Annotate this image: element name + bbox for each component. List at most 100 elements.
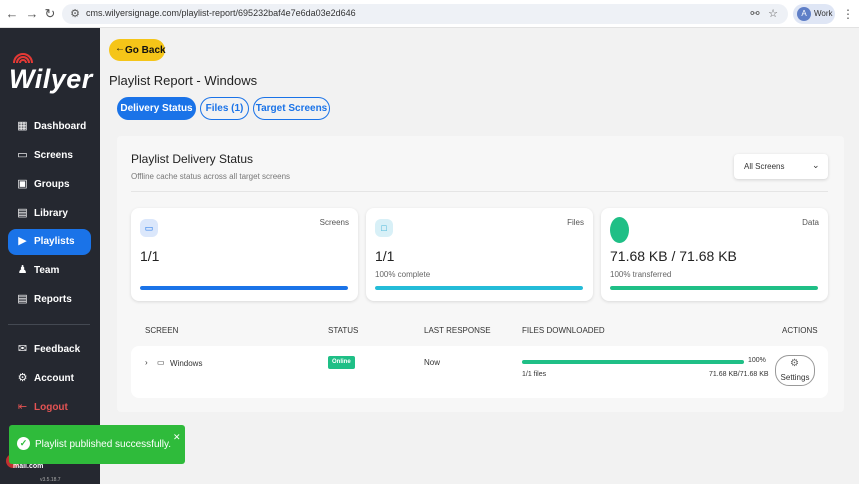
site-info-icon[interactable]: ⚙	[70, 8, 80, 20]
data-transferred: 71.68 KB/71.68 KB	[709, 371, 769, 378]
logout-icon: ⇤	[17, 401, 28, 413]
download-progress-bar	[522, 360, 744, 364]
last-response: Now	[424, 358, 441, 367]
settings-label: Settings	[780, 373, 810, 382]
user-email: mail.com	[13, 463, 44, 470]
card-value: 1/1	[375, 248, 395, 264]
monitor-icon: ▭	[17, 149, 28, 161]
signal-arc-icon	[13, 53, 33, 64]
screen-name[interactable]: Windows	[170, 359, 203, 368]
sidebar-item-label: Screens	[34, 150, 73, 161]
wilyer-logo[interactable]: Wilyer	[8, 50, 94, 94]
card-subtext: 100% complete	[375, 270, 431, 279]
gear-icon: ⚙	[17, 372, 28, 384]
sidebar-divider	[8, 324, 90, 325]
column-header-status: STATUS	[328, 326, 359, 335]
sidebar-item-label: Logout	[34, 402, 68, 413]
sidebar-item-feedback[interactable]: ✉ Feedback	[8, 337, 91, 363]
sidebar-item-library[interactable]: ▤ Library	[8, 201, 91, 227]
progress-bar	[375, 286, 583, 290]
check-circle-icon: ✓	[17, 437, 30, 450]
key-icon[interactable]: ⚯	[750, 8, 760, 20]
sidebar-item-label: Dashboard	[34, 121, 87, 132]
sidebar-item-dashboard[interactable]: ▦ Dashboard	[8, 114, 91, 140]
sidebar-item-logout[interactable]: ⇤ Logout	[8, 395, 91, 421]
grid-icon: ▣	[17, 178, 28, 190]
address-bar[interactable]: ⚙ cms.wilyersignage.com/playlist-report/…	[62, 4, 788, 24]
playlist-icon: ▶	[18, 235, 27, 247]
files-count: 1/1 files	[522, 371, 547, 378]
progress-fill	[375, 286, 583, 290]
sidebar-item-label: Feedback	[34, 344, 81, 355]
tab-target-screens[interactable]: Target Screens	[253, 97, 330, 120]
card-value: 71.68 KB / 71.68 KB	[610, 248, 737, 264]
monitor-icon: ▭	[157, 358, 165, 367]
go-back-button[interactable]: ← Go Back	[109, 39, 166, 61]
chevron-down-icon: ⌄	[812, 160, 820, 170]
sidebar-item-label: Library	[34, 208, 68, 219]
url-text[interactable]: cms.wilyersignage.com/playlist-report/69…	[86, 8, 356, 18]
settings-button[interactable]: ⚙ Settings	[775, 355, 815, 386]
close-icon[interactable]: ✕	[173, 432, 181, 442]
column-header-actions: ACTIONS	[782, 326, 818, 335]
sidebar-item-label: Playlists	[34, 236, 75, 247]
panel-divider	[131, 191, 828, 192]
toast-message: Playlist published successfully.	[35, 439, 171, 450]
browser-toolbar: ← → ↻ ⚙ cms.wilyersignage.com/playlist-r…	[0, 0, 859, 28]
progress-bar	[140, 286, 348, 290]
avatar: A	[797, 7, 811, 21]
tab-delivery-status[interactable]: Delivery Status	[117, 97, 196, 120]
dashboard-icon: ▦	[17, 120, 28, 132]
card-label: Data	[802, 218, 819, 227]
file-icon: □	[375, 219, 393, 237]
column-header-screen: SCREEN	[145, 326, 179, 335]
logo-text: Wilyer	[9, 64, 93, 94]
library-icon: ▤	[17, 207, 28, 219]
tab-files[interactable]: Files (1)	[200, 97, 249, 120]
sidebar-item-label: Reports	[34, 294, 72, 305]
card-subtext: 100% transferred	[610, 270, 672, 279]
sidebar-item-playlists[interactable]: ▶ Playlists	[8, 229, 91, 255]
sidebar-item-label: Team	[34, 265, 60, 276]
progress-fill	[610, 286, 818, 290]
sidebar-item-label: Account	[34, 373, 74, 384]
page-title: Playlist Report - Windows	[109, 73, 258, 88]
table-row[interactable]: › ▭ Windows Online Now 100% 1/1 files 71…	[131, 346, 828, 398]
sidebar-item-screens[interactable]: ▭ Screens	[8, 143, 91, 169]
screen-filter-value: All Screens	[744, 162, 785, 171]
star-icon[interactable]: ☆	[768, 8, 778, 20]
success-toast: ✓ Playlist published successfully. ✕	[9, 425, 185, 464]
profile-name: Work	[814, 9, 833, 18]
forward-arrow-icon[interactable]: →	[25, 6, 39, 21]
reload-icon[interactable]: ↻	[44, 6, 56, 21]
team-icon: ♟	[17, 264, 28, 276]
arrow-left-icon: ←	[115, 43, 125, 54]
data-summary-card: Data 71.68 KB / 71.68 KB 100% transferre…	[601, 208, 828, 301]
progress-fill	[140, 286, 348, 290]
panel-subtitle: Offline cache status across all target s…	[131, 172, 291, 181]
expand-chevron-icon[interactable]: ›	[145, 358, 148, 367]
sidebar-item-label: Groups	[34, 179, 70, 190]
more-menu-icon[interactable]: ⋮	[842, 7, 854, 21]
status-badge: Online	[328, 356, 355, 369]
profile-button[interactable]: A Work	[793, 4, 835, 24]
screens-table: SCREEN STATUS LAST RESPONSE FILES DOWNLO…	[131, 319, 828, 399]
sidebar-item-groups[interactable]: ▣ Groups	[8, 172, 91, 198]
card-value: 1/1	[140, 248, 160, 264]
files-summary-card: □ Files 1/1 100% complete	[366, 208, 593, 301]
card-label: Files	[567, 218, 584, 227]
column-header-files-downloaded: FILES DOWNLOADED	[522, 326, 605, 335]
sidebar: Wilyer ▦ Dashboard ▭ Screens ▣ Groups ▤ …	[0, 28, 100, 484]
reports-icon: ▤	[17, 293, 28, 305]
sidebar-item-account[interactable]: ⚙ Account	[8, 366, 91, 392]
data-icon	[610, 217, 629, 243]
gear-icon: ⚙	[790, 358, 799, 369]
download-progress-fill	[522, 360, 744, 364]
sidebar-item-reports[interactable]: ▤ Reports	[8, 287, 91, 313]
sidebar-item-team[interactable]: ♟ Team	[8, 258, 91, 284]
screen-filter-select[interactable]: All Screens ⌄	[734, 154, 828, 179]
column-header-last-response: LAST RESPONSE	[424, 326, 491, 335]
monitor-icon: ▭	[140, 219, 158, 237]
card-label: Screens	[319, 218, 349, 227]
back-arrow-icon[interactable]: ←	[5, 6, 19, 21]
